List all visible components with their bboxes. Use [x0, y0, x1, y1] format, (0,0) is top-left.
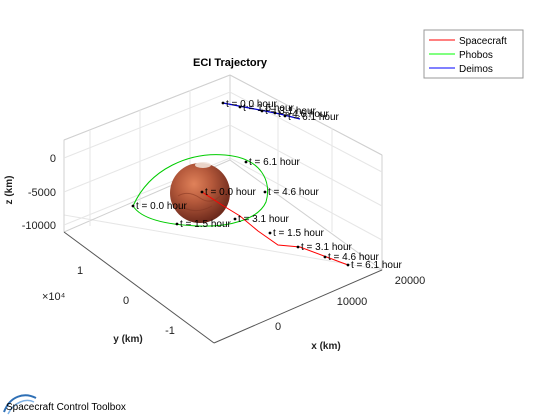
- legend-entry-phobos: Phobos: [459, 50, 493, 61]
- spacecraft-time-label: t = 3.1 hour: [301, 242, 353, 253]
- phobos-marker: [131, 204, 135, 208]
- phobos-time-label: t = 3.1 hour: [238, 214, 290, 225]
- phobos-marker: [263, 190, 267, 194]
- legend-entry-spacecraft: Spacecraft: [459, 36, 507, 47]
- x-tick-label: 20000: [395, 275, 426, 287]
- z-tick-labels: 0 -5000 -10000: [22, 153, 56, 232]
- deimos-marker: [283, 114, 287, 118]
- spacecraft-time-label: t = 1.5 hour: [273, 228, 325, 239]
- swoosh-logo-icon: [3, 394, 37, 413]
- phobos-marker: [233, 217, 237, 221]
- spacecraft-marker: [346, 263, 350, 267]
- deimos-time-label: t = 0.0 hour: [226, 99, 278, 110]
- y-tick-label: 1: [77, 265, 83, 277]
- phobos-marker: [244, 160, 248, 164]
- phobos-time-label: t = 6.1 hour: [249, 157, 301, 168]
- deimos-time-label: t = 3.1 hour: [265, 106, 317, 117]
- legend-entry-deimos: Deimos: [459, 64, 493, 75]
- phobos-time-label: t = 4.6 hour: [268, 187, 320, 198]
- spacecraft-marker: [268, 231, 272, 235]
- z-tick-label: -5000: [28, 187, 56, 199]
- deimos-marker: [260, 109, 264, 113]
- spacecraft-marker: [296, 245, 300, 249]
- x-tick-label: 0: [275, 321, 281, 333]
- phobos-time-label: t = 0.0 hour: [136, 201, 188, 212]
- x-axis-label: x (km): [311, 341, 340, 352]
- x-tick-labels: 0 10000 20000: [275, 275, 425, 333]
- y-axis-exponent: ×10⁴: [42, 291, 66, 303]
- deimos-marker: [221, 101, 225, 105]
- z-axis-label: z (km): [4, 176, 15, 205]
- spacecraft-annotations: t = 0.0 hour t = 1.5 hour t = 3.1 hour t…: [200, 187, 403, 271]
- deimos-time-label: t = 4.6 hour: [278, 109, 330, 120]
- deimos-time-label: t = 1.5 hour: [243, 103, 295, 114]
- mars-sphere: [170, 162, 230, 223]
- phobos-annotations: t = 0.0 hour t = 1.5 hour t = 3.1 hour t…: [131, 157, 320, 230]
- spacecraft-trajectory: [201, 191, 349, 266]
- deimos-marker: [273, 111, 277, 115]
- brand-text: Spacecraft Control Toolbox: [6, 402, 126, 413]
- y-tick-label: -1: [165, 325, 175, 337]
- y-tick-label: 0: [123, 295, 129, 307]
- deimos-trajectory: [222, 102, 301, 120]
- phobos-time-label: t = 1.5 hour: [180, 219, 232, 230]
- spacecraft-marker: [323, 255, 327, 259]
- axes-box: [63, 74, 383, 271]
- legend-box: [423, 29, 524, 79]
- spacecraft-marker: [200, 190, 204, 194]
- deimos-annotations: t = 0.0 hour t = 1.5 hour t = 3.1 hour t…: [221, 99, 340, 123]
- chart-title: ECI Trajectory: [193, 57, 268, 69]
- spacecraft-time-label: t = 0.0 hour: [205, 187, 257, 198]
- deimos-time-label: t = 6.1 hour: [288, 112, 340, 123]
- y-axis-label: y (km): [113, 334, 142, 345]
- z-tick-label: -10000: [22, 220, 56, 232]
- axis-lines: [63, 231, 383, 344]
- legend[interactable]: Spacecraft Phobos Deimos: [423, 29, 524, 79]
- phobos-marker: [175, 222, 179, 226]
- y-tick-labels: 1 0 -1: [77, 265, 175, 337]
- deimos-marker: [238, 105, 242, 109]
- footer-brand: Spacecraft Control Toolbox: [3, 394, 126, 415]
- spacecraft-time-label: t = 4.6 hour: [328, 252, 380, 263]
- x-tick-label: 10000: [337, 296, 368, 308]
- spacecraft-time-label: t = 6.1 hour: [351, 260, 403, 271]
- z-tick-label: 0: [50, 153, 56, 165]
